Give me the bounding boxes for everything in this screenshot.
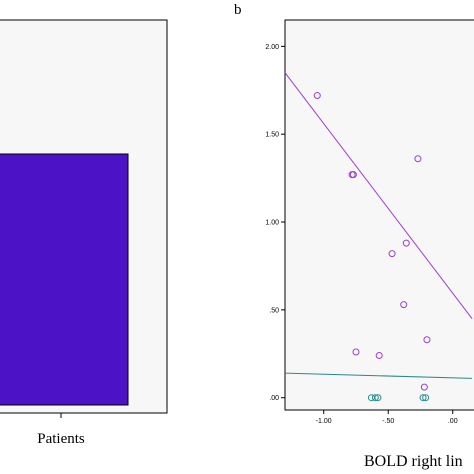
data-point-series-1 — [375, 352, 383, 360]
x-axis-title: BOLD right lin — [364, 453, 463, 470]
x-tick-label: -1.00 — [316, 418, 332, 425]
regression-lines — [284, 72, 473, 379]
data-point-series-1 — [388, 250, 396, 258]
scatter-points — [313, 92, 431, 402]
bar-patients — [0, 153, 129, 406]
y-tick-label: 1.50 — [265, 132, 279, 139]
data-point-series-1 — [400, 301, 408, 309]
data-point-series-1 — [313, 92, 321, 100]
fit-line-series-2 — [284, 372, 473, 379]
fit-line-series-1 — [284, 72, 473, 319]
y-tick-label: .00 — [269, 395, 279, 402]
bar-category-label: Patients — [37, 431, 85, 447]
y-tick-label: 2.00 — [265, 44, 279, 51]
y-tick-label: 1.00 — [265, 220, 279, 227]
data-point-series-1 — [423, 336, 431, 344]
x-tick-label: -.50 — [382, 418, 394, 425]
data-point-series-2 — [374, 394, 382, 402]
data-point-series-1 — [352, 348, 360, 356]
panel-label-b: b — [234, 2, 242, 18]
y-tick-label: .50 — [269, 307, 279, 314]
x-tick-label: .00 — [448, 418, 458, 425]
data-point-series-2 — [422, 394, 430, 402]
bar-panel: Patients — [0, 19, 168, 447]
data-point-series-2 — [371, 394, 379, 402]
scatter-panel: b 2.00 1.50 1.00 .50 .00 -1.00 -.50 .00 BOLD r… — [234, 2, 474, 470]
data-point-series-1 — [402, 239, 410, 247]
data-point-series-1 — [349, 171, 357, 179]
y-axis-ticks: 2.00 1.50 1.00 .50 .00 — [265, 44, 285, 402]
scatter-plot-background — [284, 19, 474, 411]
data-point-series-2 — [419, 394, 427, 402]
data-point-series-1 — [414, 155, 422, 163]
data-point-series-1 — [420, 383, 428, 391]
x-axis-ticks: -1.00 -.50 .00 — [316, 410, 458, 425]
